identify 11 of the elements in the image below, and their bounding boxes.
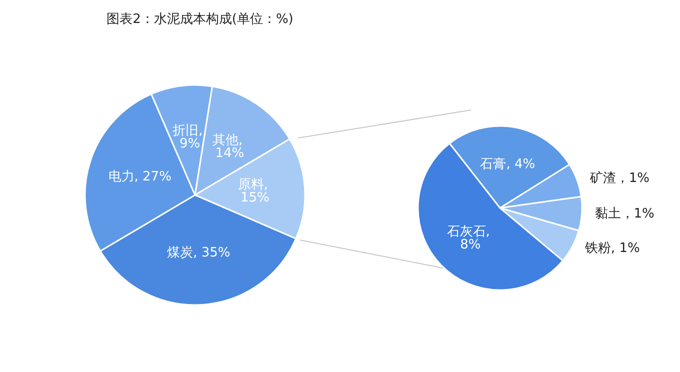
slice-label: 原料, 15% <box>236 177 270 206</box>
slice-label: 黏土，1% <box>594 206 654 222</box>
slice-label: 铁粉, 1% <box>584 240 640 256</box>
slice-label: 石膏, 4% <box>480 157 536 172</box>
slice-label: 折旧, 9% <box>172 123 203 152</box>
slice-label: 矿渣，1% <box>588 171 650 186</box>
slice-label: 煤炭, 35% <box>167 245 230 260</box>
chart-title: 图表2：水泥成本构成(单位：%) <box>106 12 294 27</box>
slice-label: 电力, 27% <box>108 170 172 185</box>
slice-label: 石灰石, 8% <box>446 224 490 253</box>
slice-label: 其他, 14% <box>211 133 244 162</box>
